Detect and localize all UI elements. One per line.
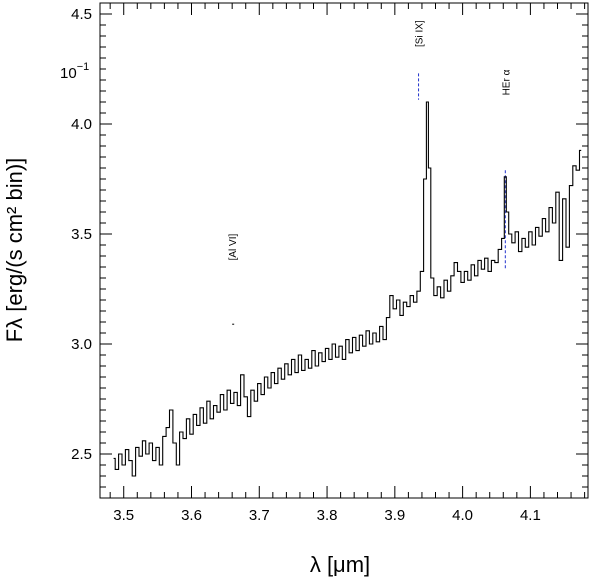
y-axis-title: Fλ [erg/(s cm² bin)] xyxy=(2,158,27,343)
y-tick-label: 3.5 xyxy=(71,226,92,243)
line-marker-label: [Si IX] xyxy=(415,20,426,47)
spectrum-line xyxy=(113,101,582,477)
x-tick-label: 3.8 xyxy=(317,507,338,524)
spectrum-series xyxy=(113,101,582,477)
x-tick-label: 4.0 xyxy=(452,507,473,524)
x-tick-label: 3.6 xyxy=(181,507,202,524)
y-tick-label: 3.0 xyxy=(71,336,92,353)
y-multiplier-label: 10−1 xyxy=(60,61,89,82)
line-marker-label: [Al VI] xyxy=(228,234,239,261)
y-tick-label: 4.5 xyxy=(71,6,92,23)
plot-frame xyxy=(99,2,589,499)
y-tick-label: 2.5 xyxy=(71,446,92,463)
line-marker-label: HEr α xyxy=(501,69,512,95)
tick-labels: 3.5 3.6 3.7 3.8 3.9 4.0 4.1 2.5 3.0 3.5 4.0 4.5 xyxy=(71,6,541,524)
x-tick-label: 3.5 xyxy=(113,507,134,524)
x-axis-title: λ [μm] xyxy=(310,552,370,577)
y-tick-label: 4.0 xyxy=(71,116,92,133)
axis-ticks xyxy=(100,2,588,498)
line-markers: [Al VI] [Si IX] HEr α xyxy=(228,20,512,325)
x-tick-label: 4.1 xyxy=(520,507,541,524)
x-tick-label: 3.7 xyxy=(249,507,270,524)
x-tick-label: 3.9 xyxy=(384,507,405,524)
